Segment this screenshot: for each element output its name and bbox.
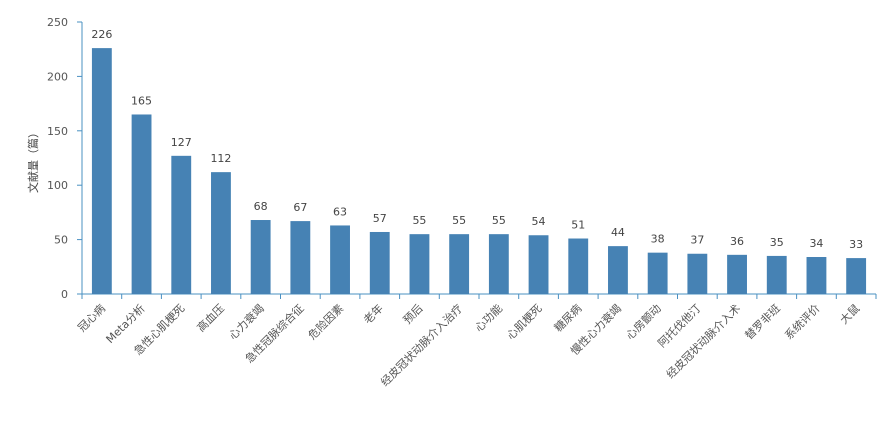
data-label: 112 xyxy=(210,152,231,165)
bar xyxy=(568,238,589,294)
bars-group xyxy=(91,48,867,294)
data-label: 51 xyxy=(571,219,585,232)
data-label: 34 xyxy=(809,237,823,250)
x-tick-label: 经皮冠状动脉介入术 xyxy=(663,301,743,381)
data-label: 68 xyxy=(254,200,268,213)
bar xyxy=(211,172,231,294)
data-label: 33 xyxy=(849,238,863,251)
labels-group: 226冠心病165Meta分析127急性心肌梗死112高血压68心力衰竭67急性… xyxy=(75,28,863,389)
x-tick-label: 糖尿病 xyxy=(551,301,584,334)
y-tick-label: 100 xyxy=(47,179,68,192)
data-label: 44 xyxy=(611,226,625,239)
x-tick-label: 心房颤动 xyxy=(623,301,664,342)
data-label: 55 xyxy=(412,214,426,227)
x-tick-label: 高血压 xyxy=(194,301,227,334)
x-tick-label: 替罗非班 xyxy=(742,301,783,342)
x-tick-label: 预后 xyxy=(401,302,426,327)
x-tick-label: 大鼠 xyxy=(837,301,862,326)
x-tick-label: 心力衰竭 xyxy=(226,301,267,342)
bar xyxy=(846,258,867,294)
y-tick-label: 50 xyxy=(54,234,68,247)
bar xyxy=(171,155,192,294)
y-tick-label: 200 xyxy=(47,70,68,83)
x-tick-label: 心功能 xyxy=(472,301,505,334)
x-tick-label: 心肌梗死 xyxy=(504,301,545,342)
x-tick-label: 冠心病 xyxy=(75,301,108,334)
data-label: 67 xyxy=(293,201,307,214)
bar xyxy=(528,235,549,294)
bar xyxy=(91,48,112,294)
bar xyxy=(131,114,152,294)
bar xyxy=(806,257,827,294)
data-label: 37 xyxy=(690,234,704,247)
bar xyxy=(608,246,628,294)
bar xyxy=(727,254,747,294)
x-tick-label: 危险因素 xyxy=(305,301,346,342)
data-label: 36 xyxy=(730,235,744,248)
bar xyxy=(369,231,390,294)
data-label: 63 xyxy=(333,205,347,218)
data-label: 127 xyxy=(171,136,192,149)
data-label: 55 xyxy=(452,214,466,227)
x-tick-label: 老年 xyxy=(360,301,385,326)
x-tick-label: 系统评价 xyxy=(782,302,822,342)
data-label: 38 xyxy=(651,233,665,246)
data-label: 165 xyxy=(131,94,152,107)
data-label: 55 xyxy=(492,214,506,227)
y-tick-label: 0 xyxy=(61,288,68,301)
bar xyxy=(766,255,787,294)
data-label: 35 xyxy=(770,236,784,249)
bar xyxy=(449,234,470,294)
bar xyxy=(250,220,271,294)
bar xyxy=(488,234,509,294)
data-label: 54 xyxy=(532,215,546,228)
y-tick-label: 150 xyxy=(47,125,68,138)
bar xyxy=(290,221,311,294)
bar xyxy=(647,252,668,294)
y-tick-label: 250 xyxy=(47,16,68,29)
data-label: 57 xyxy=(373,212,387,225)
bar xyxy=(687,253,708,294)
data-label: 226 xyxy=(91,28,112,41)
y-axis-label: 文献量（篇） xyxy=(26,127,40,193)
bar xyxy=(330,225,350,294)
bar xyxy=(409,234,430,294)
